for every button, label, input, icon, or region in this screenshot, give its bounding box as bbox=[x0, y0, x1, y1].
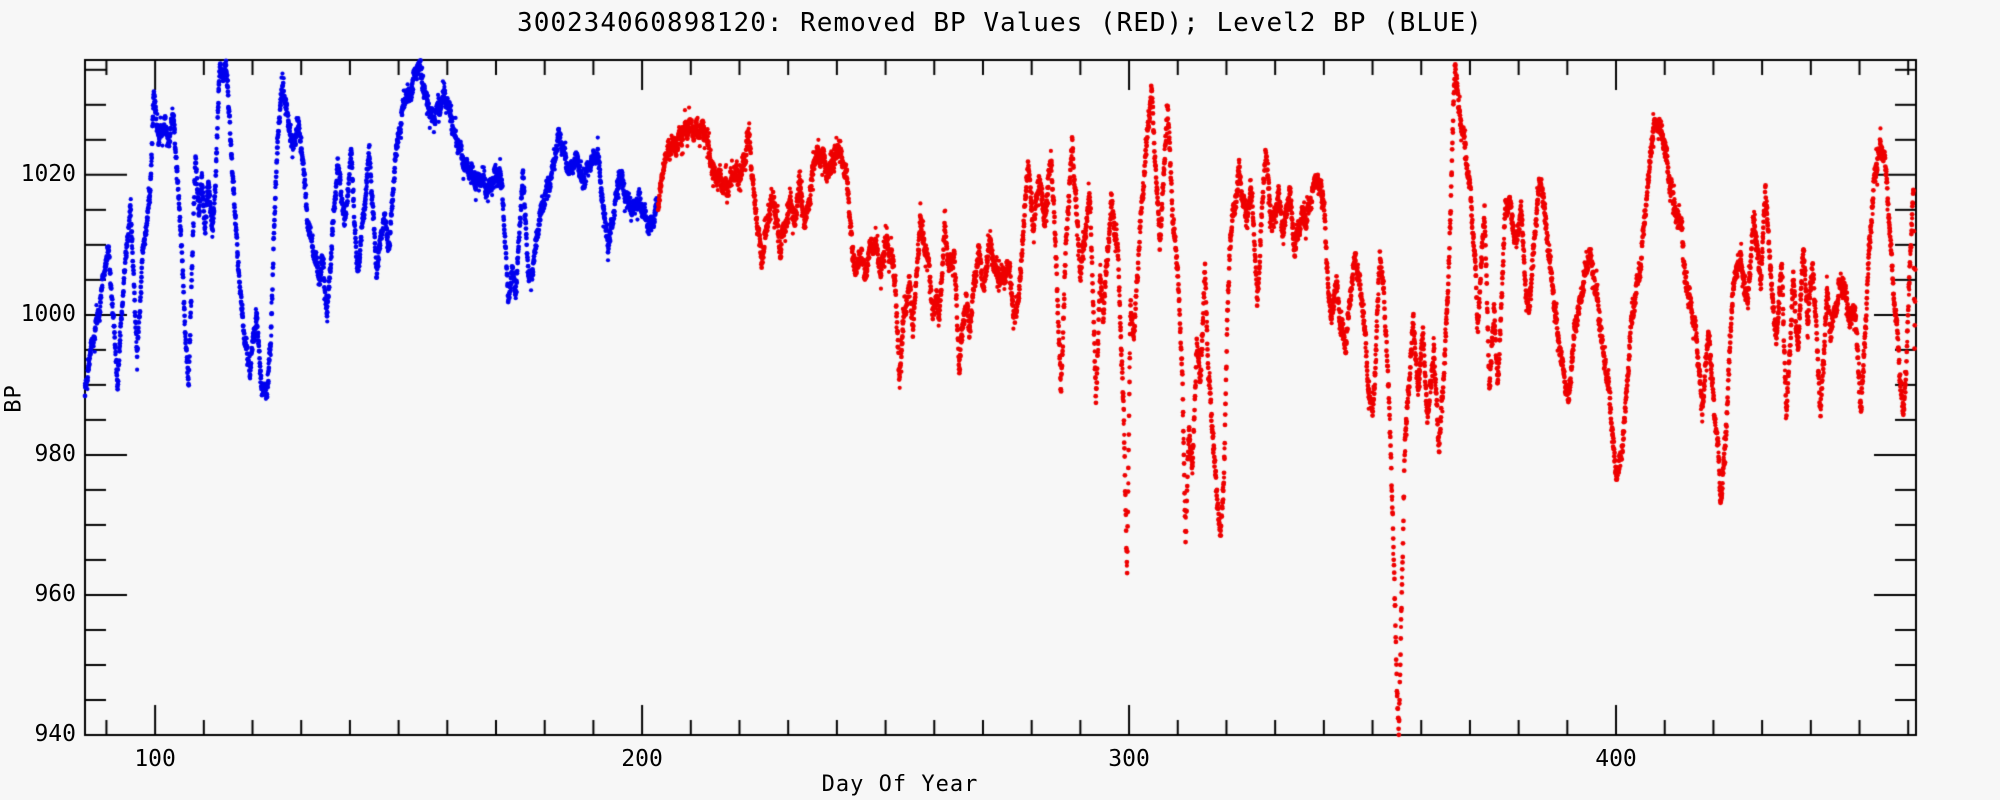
y-tick-label: 1000 bbox=[20, 300, 76, 327]
y-tick-label: 940 bbox=[34, 721, 76, 747]
x-tick-label: 300 bbox=[1108, 746, 1150, 772]
chart-title: 300234060898120: Removed BP Values (RED)… bbox=[517, 8, 1483, 38]
y-tick-label: 960 bbox=[34, 580, 76, 607]
y-axis-title: BP bbox=[1, 384, 27, 413]
y-tick-label: 1020 bbox=[20, 160, 76, 187]
x-axis-title: Day Of Year bbox=[821, 772, 979, 797]
x-tick-label: 200 bbox=[621, 746, 663, 772]
x-tick-label: 100 bbox=[134, 746, 176, 772]
x-tick-label: 400 bbox=[1595, 746, 1637, 772]
y-tick-label: 980 bbox=[34, 440, 76, 467]
